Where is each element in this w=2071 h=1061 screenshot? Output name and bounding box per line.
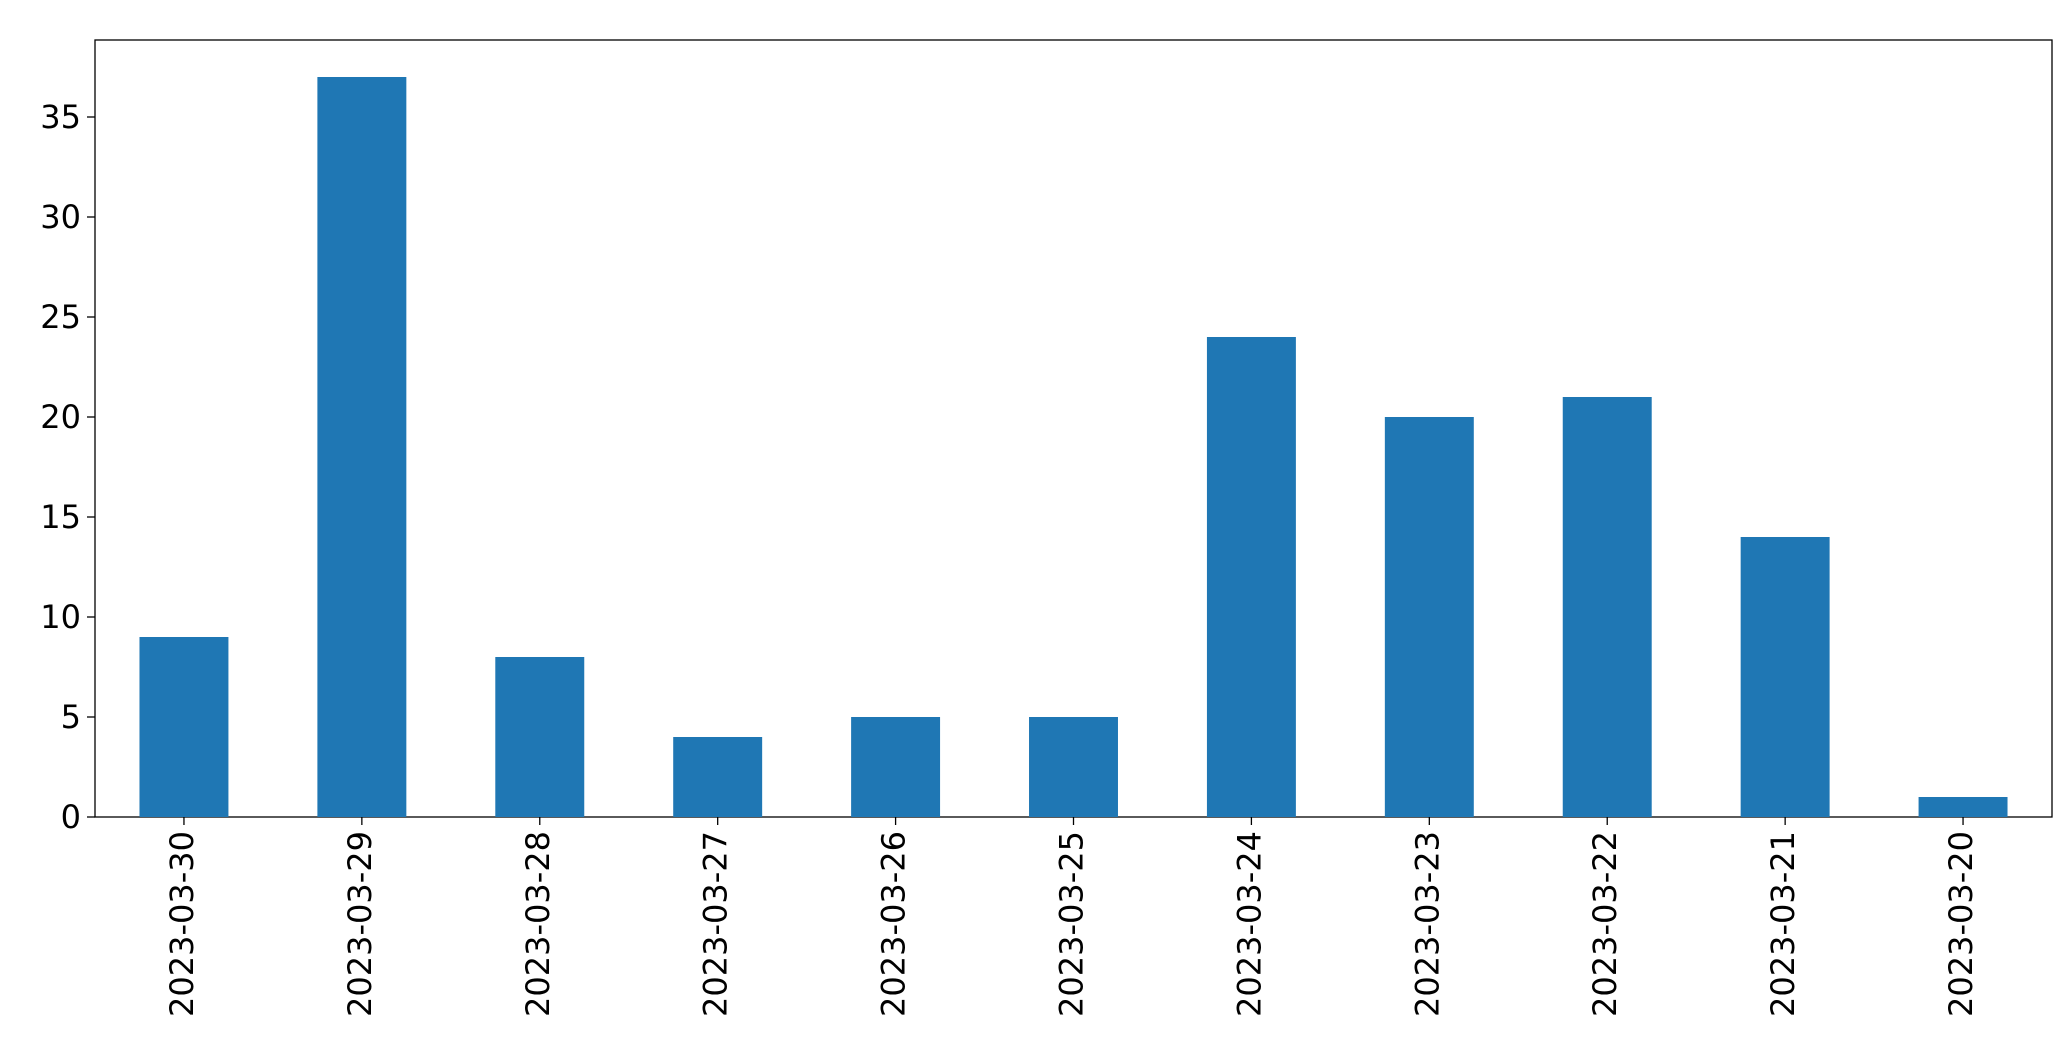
bar — [1918, 797, 2008, 817]
y-tick-label: 25 — [40, 298, 81, 336]
x-tick-label: 2023-03-21 — [1764, 831, 1802, 1017]
x-tick-label: 2023-03-23 — [1408, 831, 1446, 1017]
bar — [1029, 717, 1118, 817]
bar — [1740, 537, 1830, 817]
y-tick-label: 5 — [61, 698, 81, 736]
y-tick-label: 20 — [40, 398, 81, 436]
bar — [1206, 337, 1296, 817]
bar — [851, 717, 941, 817]
x-tick-label: 2023-03-25 — [1053, 831, 1091, 1017]
x-tick-label: 2023-03-29 — [341, 831, 379, 1017]
x-tick-label: 2023-03-26 — [875, 831, 913, 1017]
y-tick-label: 10 — [40, 598, 81, 636]
x-tick-label: 2023-03-22 — [1586, 831, 1624, 1017]
y-tick-label: 0 — [61, 798, 81, 836]
bar — [317, 77, 407, 817]
x-tick-label: 2023-03-20 — [1942, 831, 1980, 1017]
x-tick-label: 2023-03-24 — [1230, 831, 1268, 1017]
y-tick-label: 15 — [40, 498, 81, 536]
x-tick-label: 2023-03-30 — [163, 831, 201, 1017]
bar — [673, 737, 763, 817]
bar — [1562, 397, 1652, 817]
bar — [139, 637, 229, 817]
y-tick-label: 30 — [40, 198, 81, 236]
x-tick-label: 2023-03-28 — [519, 831, 557, 1017]
y-tick-label: 35 — [40, 98, 81, 136]
bar — [1384, 417, 1474, 817]
bar — [495, 657, 585, 817]
x-tick-label: 2023-03-27 — [697, 831, 735, 1017]
